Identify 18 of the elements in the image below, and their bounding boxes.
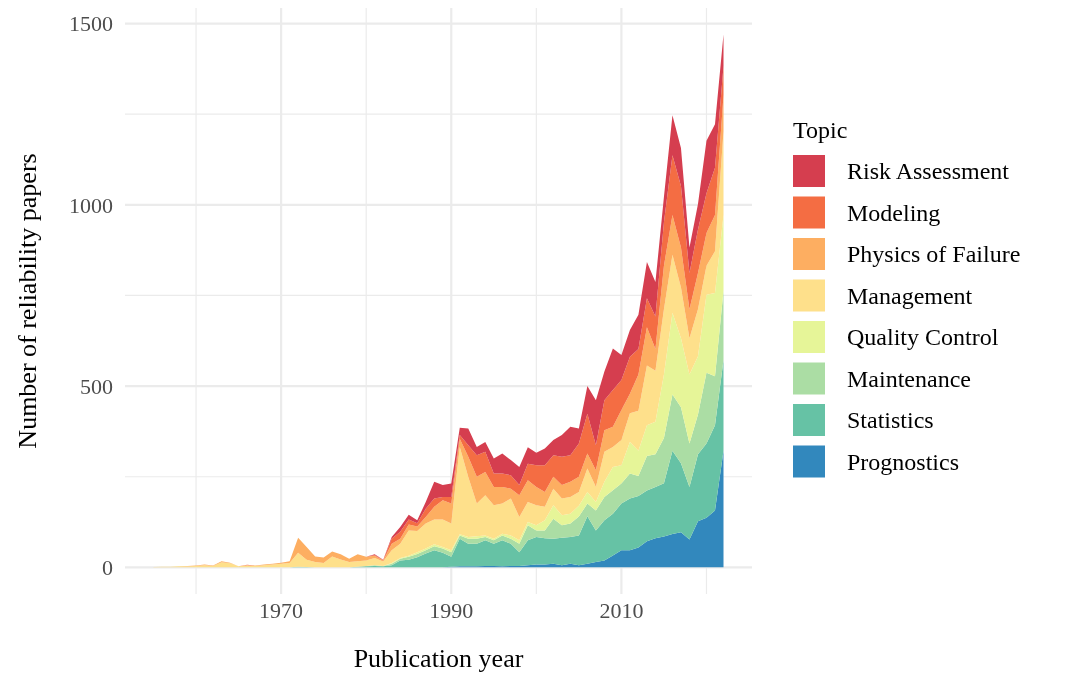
y-axis-title: Number of reliability papers (13, 153, 42, 449)
legend-label: Statistics (847, 407, 934, 434)
legend-label: Modeling (847, 199, 941, 226)
legend-label: Risk Assessment (847, 158, 1010, 185)
y-tick-label: 1500 (69, 11, 113, 37)
legend-label: Management (847, 282, 973, 309)
x-tick-label: 1990 (429, 598, 474, 623)
y-tick-label: 1000 (69, 192, 113, 218)
x-tick-label: 1970 (259, 598, 304, 623)
legend-label: Prognostics (847, 448, 960, 475)
x-axis-title: Publication year (353, 644, 524, 673)
legend-label: Maintenance (847, 365, 971, 392)
x-tick-label: 2010 (599, 598, 644, 623)
y-tick-label: 500 (80, 373, 113, 399)
legend-title: Topic (793, 117, 848, 143)
legend-label: Quality Control (847, 324, 999, 351)
y-tick-label: 0 (102, 555, 113, 581)
legend-label: Physics of Failure (847, 241, 1021, 268)
